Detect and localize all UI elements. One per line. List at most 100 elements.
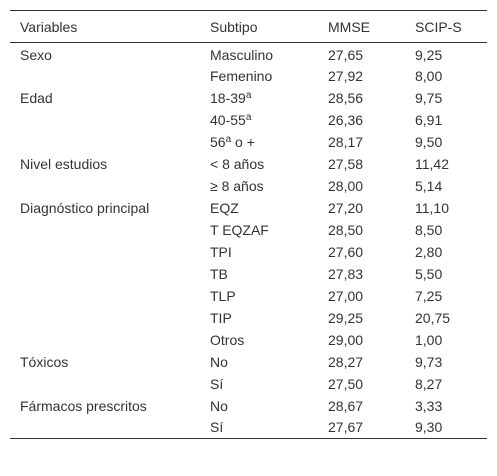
value-cell: 11,10 [415,199,449,216]
subtype-cell: ≥ 8 años [210,177,264,194]
variable-cell [10,175,200,197]
value-cell: 1,00 [415,331,443,348]
value-cell: 28,17 [328,133,364,150]
subtype-cell: < 8 años [210,155,265,172]
table-row: TIP 29,25 20,75 [10,307,487,329]
value-cell: 9,30 [415,419,443,436]
value-cell: 8,00 [415,67,443,84]
table-row: Sí 27,67 9,30 [10,417,487,439]
value-cell: 26,36 [328,111,364,128]
table-row: Otros 29,00 1,00 [10,329,487,351]
table-header: Variables Subtipo MMSE SCIP-S [10,10,487,43]
subtype-cell: TIP [210,309,232,326]
table-row: Sí 27,50 8,27 [10,373,487,395]
value-cell: 5,14 [415,177,443,194]
variable-cell [10,373,200,395]
table-row: ≥ 8 años 28,00 5,14 [10,175,487,197]
table-row: Tóxicos No 28,27 9,73 [10,351,487,373]
value-cell: 8,50 [415,221,443,238]
value-cell: 9,50 [415,133,443,150]
value-cell: 29,00 [328,331,364,348]
value-cell: 8,27 [415,375,443,392]
variable-cell: Edad [20,89,53,106]
text: 18-39 [210,89,246,106]
subtype-cell: Sí [210,419,224,436]
variable-cell: Tóxicos [20,353,69,370]
table-row: Edad 18-39a 28,56 9,75 [10,87,487,109]
value-cell: 28,50 [328,221,364,238]
subtype-cell: Otros [210,331,245,348]
variable-cell: Sexo [20,46,52,63]
header-cell: Subtipo [200,10,318,43]
value-cell: 29,25 [328,309,364,326]
subtype-cell: TLP [210,287,236,304]
superscript: a [245,89,252,101]
value-cell: 6,91 [415,111,443,128]
variable-cell [10,241,200,263]
subtype-cell: No [210,353,228,370]
subtype-cell: Masculino [210,46,274,63]
text: 40-55 [210,111,246,128]
value-cell: 28,67 [328,397,364,414]
subtype-cell: Sí [210,375,224,392]
variable-cell [10,417,200,439]
subtype-cell: T EQZAF [210,221,269,238]
table-body: Sexo Masculino 27,65 9,25 Femenino 27,92 8,00 E… [10,43,487,439]
table-row: TB 27,83 5,50 [10,263,487,285]
value-cell: 27,92 [328,67,364,84]
variable-cell [10,329,200,351]
text: o + [231,133,255,150]
value-cell: 9,73 [415,353,443,370]
value-cell: 27,20 [328,199,364,216]
variable-cell [10,65,200,87]
variable-cell [10,285,200,307]
variable-cell [10,109,200,131]
table-row: Nivel estudios < 8 años 27,58 11,42 [10,153,487,175]
value-cell: 28,00 [328,177,364,194]
table-row: T EQZAF 28,50 8,50 [10,219,487,241]
variable-cell [10,307,200,329]
table-row: TLP 27,00 7,25 [10,285,487,307]
value-cell: 28,56 [328,89,364,106]
variable-cell: Diagnóstico principal [20,199,150,216]
value-cell: 9,25 [415,46,443,63]
value-cell: 11,42 [415,155,449,172]
value-cell: 28,27 [328,353,364,370]
table-row: Sexo Masculino 27,65 9,25 [10,43,487,65]
subtype-cell: Femenino [210,67,273,84]
subtype-cell: 40-55a [200,109,318,131]
variable-cell: Nivel estudios [20,155,108,172]
subtype-cell: No [210,397,228,414]
variable-cell [10,219,200,241]
value-cell: 27,58 [328,155,364,172]
table-row: Femenino 27,92 8,00 [10,65,487,87]
value-cell: 3,33 [415,397,443,414]
value-cell: 5,50 [415,265,443,282]
table-row: 40-55a 26,36 6,91 [10,109,487,131]
header-row: Variables Subtipo MMSE SCIP-S [10,10,487,43]
value-cell: 27,00 [328,287,364,304]
table-row: Diagnóstico principal EQZ 27,20 11,10 [10,197,487,219]
variable-cell: Fármacos prescritos [20,397,147,414]
subtype-cell: TPI [210,243,232,260]
superscript: a [245,111,252,123]
header-cell: SCIP-S [405,10,487,43]
value-cell: 2,80 [415,243,443,260]
variable-cell [10,263,200,285]
value-cell: 27,60 [328,243,364,260]
superscript: a [225,133,232,145]
subtype-cell: TB [210,265,228,282]
value-cell: 27,67 [328,419,364,436]
table-row: TPI 27,60 2,80 [10,241,487,263]
table-row: Fármacos prescritos No 28,67 3,33 [10,395,487,417]
value-cell: 27,83 [328,265,364,282]
value-cell: 27,65 [328,46,364,63]
subtype-cell: 18-39a [200,87,318,109]
value-cell: 9,75 [415,89,443,106]
subtype-cell: 56a o + [200,131,318,153]
variable-cell [10,131,200,153]
subtype-cell: EQZ [210,199,239,216]
value-cell: 27,50 [328,375,364,392]
value-cell: 7,25 [415,287,443,304]
